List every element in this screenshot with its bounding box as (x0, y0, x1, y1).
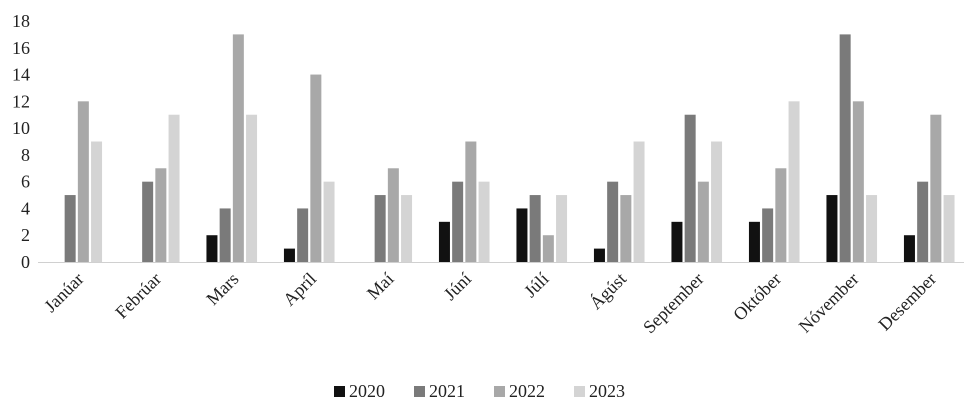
y-tick-label: 2 (21, 225, 30, 245)
bar (866, 195, 878, 262)
bar (142, 181, 154, 262)
bar (748, 221, 760, 262)
category-label: September (639, 269, 708, 338)
bar (478, 181, 490, 262)
legend-label: 2020 (349, 381, 385, 401)
bar (452, 181, 464, 262)
bar (465, 141, 477, 262)
bar (607, 181, 619, 262)
bar (219, 208, 231, 262)
bar (232, 34, 244, 262)
category-label: Apríl (279, 269, 320, 310)
bar (310, 74, 322, 262)
bar (206, 235, 218, 262)
bar (438, 221, 450, 262)
category-label: Nóvember (795, 269, 863, 337)
bar (323, 181, 335, 262)
bar (852, 101, 864, 262)
bar (775, 168, 787, 262)
y-axis: 0 2 4 6 8 10 12 14 16 18 (12, 11, 30, 272)
bar (593, 248, 605, 262)
bar (671, 221, 683, 262)
bar (155, 168, 167, 262)
y-tick-label: 12 (12, 91, 30, 111)
legend-swatch (334, 386, 345, 397)
bar (516, 208, 528, 262)
category-label: Október (729, 269, 785, 325)
y-tick-label: 0 (21, 252, 30, 272)
legend-label: 2023 (589, 381, 625, 401)
bar (903, 235, 915, 262)
bar (556, 195, 568, 262)
category-label: Desember (874, 269, 940, 335)
bar (246, 114, 258, 262)
bar (91, 141, 103, 262)
bar (77, 101, 89, 262)
bar (930, 114, 942, 262)
y-tick-label: 8 (21, 145, 30, 165)
bar (374, 195, 386, 262)
category-label: Febrúar (111, 269, 165, 323)
bar (387, 168, 399, 262)
bar (762, 208, 774, 262)
bar (64, 195, 76, 262)
bar (711, 141, 723, 262)
y-tick-label: 14 (12, 65, 30, 85)
bar (401, 195, 413, 262)
legend-swatch (494, 386, 505, 397)
y-tick-label: 18 (12, 11, 30, 31)
bar (684, 114, 696, 262)
bar (620, 195, 632, 262)
bar (297, 208, 309, 262)
bar (529, 195, 541, 262)
bar (788, 101, 800, 262)
bar (826, 195, 838, 262)
bar (633, 141, 645, 262)
category-label: Júlí (520, 269, 553, 302)
y-tick-label: 16 (12, 38, 30, 58)
bar (283, 248, 295, 262)
y-tick-label: 4 (21, 198, 30, 218)
y-tick-label: 10 (12, 118, 30, 138)
x-axis: Janúar Febrúar Mars Apríl Maí Júní Júlí Ágúst Se… (40, 268, 940, 337)
category-label: Júní (440, 269, 475, 304)
category-label: Janúar (40, 269, 87, 316)
category-label: Ágúst (585, 268, 630, 313)
bar (542, 235, 554, 262)
category-label: Maí (363, 269, 398, 304)
category-label: Mars (202, 269, 242, 309)
legend: 2020 2021 2022 2023 (334, 381, 625, 401)
legend-swatch (574, 386, 585, 397)
bar (697, 181, 709, 262)
bar (943, 195, 955, 262)
bar (917, 181, 929, 262)
bar (168, 114, 180, 262)
legend-swatch (414, 386, 425, 397)
bar (839, 34, 851, 262)
bars (64, 34, 955, 262)
legend-label: 2022 (509, 381, 545, 401)
legend-label: 2021 (429, 381, 465, 401)
y-tick-label: 6 (21, 172, 30, 192)
